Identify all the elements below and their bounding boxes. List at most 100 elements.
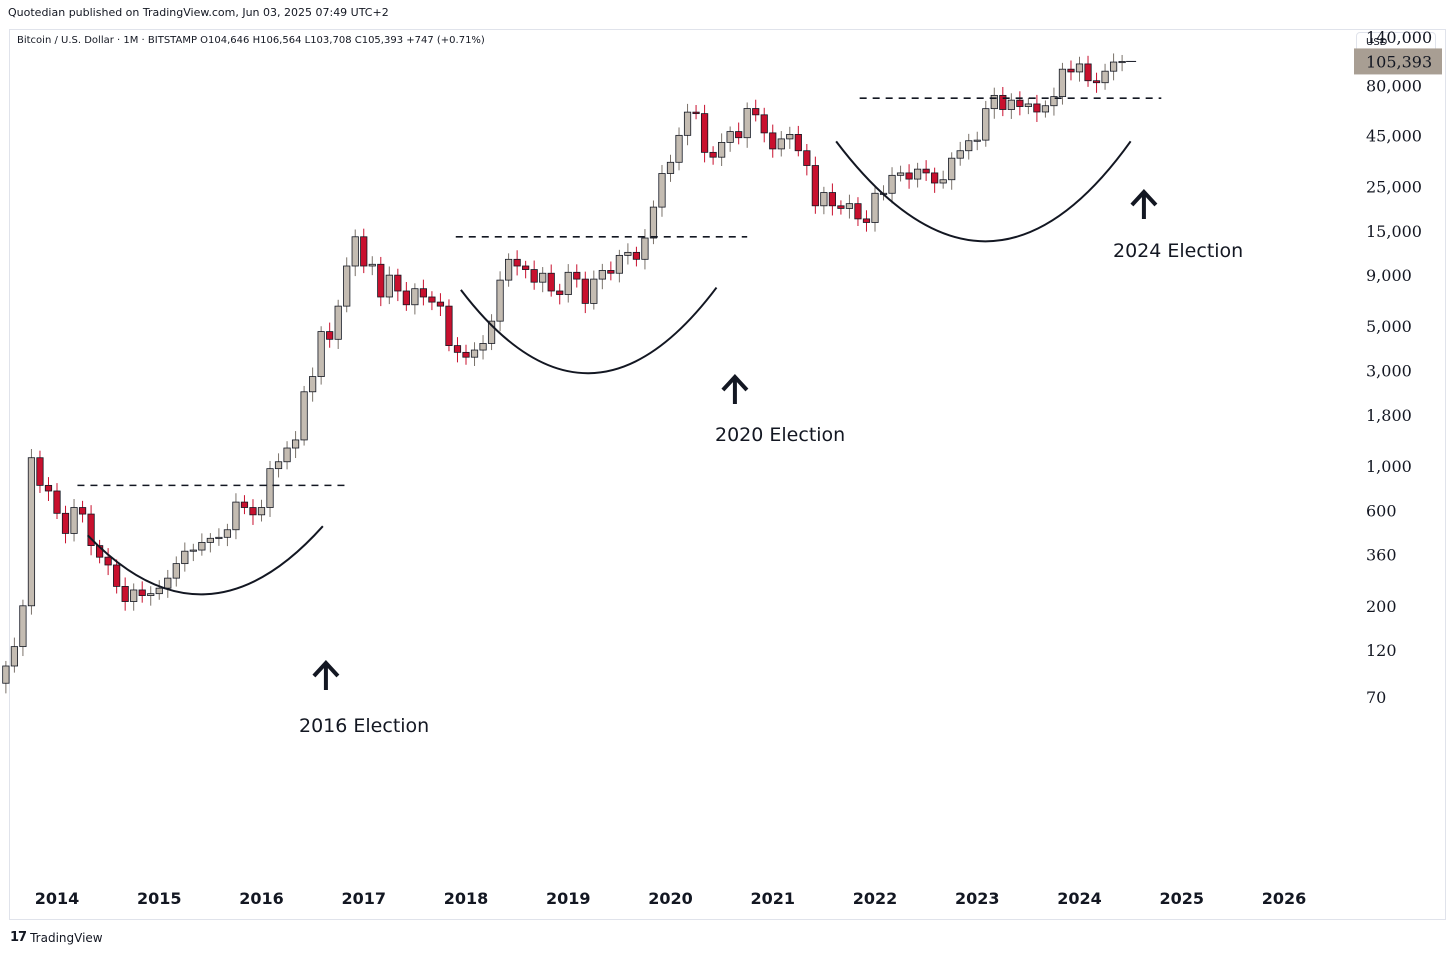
candle — [1118, 54, 1126, 72]
candle-body — [547, 272, 555, 292]
candle-body — [513, 258, 521, 267]
candle — [334, 299, 342, 349]
candle-body — [309, 376, 317, 393]
candle — [206, 533, 214, 553]
candle — [121, 577, 129, 611]
election-label: 2020 Election — [715, 424, 845, 446]
candle-body — [564, 271, 572, 295]
candle — [675, 127, 683, 171]
candle-body — [368, 263, 376, 267]
candle-body — [487, 320, 496, 344]
candle-body — [53, 490, 61, 514]
candle-body — [683, 111, 692, 136]
candle-body — [854, 203, 862, 220]
candle — [1058, 62, 1067, 105]
y-tick-label: 140,000 — [1366, 28, 1432, 47]
candle-body — [44, 484, 53, 492]
candle-body — [266, 468, 274, 508]
candle — [956, 141, 964, 166]
candle — [402, 282, 410, 311]
candle — [760, 107, 768, 143]
candle — [215, 528, 223, 546]
candle-body — [155, 587, 163, 595]
candle — [283, 441, 291, 470]
candle — [820, 186, 828, 215]
candle — [181, 542, 189, 572]
candle — [138, 581, 146, 603]
candle-body — [1016, 99, 1024, 107]
candle-body — [922, 168, 930, 174]
candle-body — [666, 161, 675, 174]
candle-body — [1084, 63, 1092, 82]
candle-body — [1092, 80, 1101, 84]
candle-body — [896, 172, 905, 176]
candle-body — [871, 192, 879, 223]
candle — [769, 124, 777, 158]
candle-body — [249, 507, 257, 516]
election-arrow-icon — [721, 374, 749, 404]
candle-body — [232, 501, 240, 531]
candle — [240, 495, 249, 515]
candle — [965, 133, 973, 160]
candle-body — [718, 141, 726, 158]
candle — [505, 253, 513, 287]
x-tick-label: 2019 — [546, 889, 591, 908]
candle — [862, 210, 871, 232]
candle-body — [1101, 70, 1109, 84]
y-tick-label: 45,000 — [1366, 126, 1422, 145]
candle — [700, 104, 709, 163]
y-tick-label: 3,000 — [1366, 362, 1412, 381]
candle — [990, 87, 998, 119]
candle-body — [1058, 68, 1067, 98]
candle — [624, 243, 632, 265]
candle-body — [914, 168, 922, 180]
arrow-head — [1130, 189, 1158, 207]
cup-arc — [835, 140, 1132, 243]
candle — [309, 367, 317, 402]
candle — [232, 493, 240, 540]
candle-body — [530, 269, 538, 283]
candle-body — [428, 296, 436, 303]
candle-body — [624, 251, 632, 256]
y-tick-label: 80,000 — [1366, 76, 1422, 95]
y-tick-label: 360 — [1366, 546, 1397, 565]
candle — [36, 450, 44, 493]
candle — [794, 125, 802, 157]
candle-body — [181, 550, 189, 565]
annotations-layer: 2016 Election 2020 Election 2024 Election — [299, 189, 1243, 737]
candle-body — [411, 288, 419, 306]
candle — [598, 263, 606, 290]
candle — [70, 499, 78, 542]
y-tick-label: 9,000 — [1366, 266, 1412, 285]
brand-name: TradingView — [30, 930, 103, 945]
candle-body — [317, 331, 325, 377]
time-axis: 2014 2015 2016 2017 2018 2019 2020 2021 2022 2023… — [35, 889, 1307, 908]
candle — [811, 156, 819, 214]
candle-body — [402, 290, 410, 306]
candle — [351, 229, 359, 277]
x-tick-label: 2026 — [1262, 889, 1307, 908]
candle — [709, 146, 717, 165]
cup-arc — [460, 286, 718, 375]
candle — [1016, 91, 1024, 116]
candle-body — [1067, 68, 1075, 73]
candle-body — [326, 331, 334, 340]
candle — [147, 586, 155, 606]
candle-body — [931, 172, 939, 184]
candle-body — [658, 173, 666, 208]
candle-body — [692, 111, 700, 115]
candle — [53, 483, 61, 519]
candle-body — [973, 139, 981, 142]
candle-body — [794, 133, 802, 152]
candle — [462, 344, 470, 365]
candle-body — [1024, 103, 1032, 107]
candle-body — [70, 507, 78, 534]
candle-body — [215, 536, 223, 539]
publisher-caption: Quotedian published on TradingView.com, … — [8, 6, 389, 19]
candle — [658, 164, 666, 217]
candle — [718, 133, 726, 166]
candle-body — [828, 192, 836, 207]
y-tick-label: 5,000 — [1366, 317, 1412, 336]
candle-body — [505, 258, 513, 281]
